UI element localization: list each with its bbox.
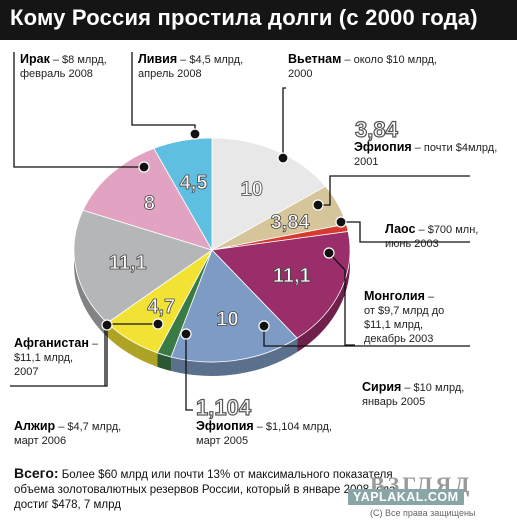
pie-slices: [73, 137, 351, 363]
pie-slice-4: [170, 249, 298, 363]
pie-side-5: [157, 352, 172, 371]
leader-lines: [10, 52, 470, 411]
yaplakal-watermark: YAPLAKAL.COM: [348, 489, 464, 505]
leader-line-0: [13, 52, 144, 168]
leader-dot-1: [189, 128, 201, 140]
slice-value-7: 11,1: [109, 252, 147, 274]
leader-line-9: [10, 325, 108, 387]
rights-notice: (С) Все права защищены: [370, 508, 476, 518]
footer-body: Более $60 млрд или почти 13% от максимал…: [14, 469, 396, 511]
label-ethiopia-2005: Эфиопия – $1,104 млрд, март 2005: [196, 419, 332, 447]
pie-slice-0: [211, 137, 327, 251]
pie-slice-9: [153, 137, 213, 252]
leader-line-7: [185, 334, 193, 411]
label-vietnam: Вьетнам – около $10 млрд, 2000: [288, 52, 437, 80]
label-algeria: Алжир – $4,7 млрд, март 2006: [14, 419, 122, 447]
pie-side-3: [297, 250, 350, 353]
slice-value-3: 11,1: [273, 265, 311, 287]
value-ethiopia-2005: 1,104: [196, 395, 252, 420]
leader-line-4: [341, 221, 470, 243]
leader-dot-4: [335, 216, 347, 228]
pie-side-layer: [74, 250, 350, 376]
leader-dot-5: [323, 247, 335, 259]
slice-value-1: 3,84: [271, 212, 311, 234]
label-mongolia: Монголия – от $9,7 млрд до $11,1 млрд, дека…: [364, 289, 445, 345]
page-title: Кому Россия простила долги (с 2000 года): [10, 5, 478, 30]
pie-side-4: [171, 338, 298, 376]
pie-slice-7: [73, 209, 213, 324]
leader-dot-3: [312, 199, 324, 211]
slice-value-4: 10: [216, 308, 238, 330]
pie-slice-3: [211, 231, 351, 339]
value-ethiopia-2001: 3,84: [355, 117, 399, 142]
leader-dot-9: [101, 319, 113, 331]
leader-line-5: [328, 252, 355, 346]
leader-dot-7: [180, 328, 192, 340]
pie-slice-8: [82, 147, 213, 251]
pie-side-7: [74, 250, 108, 337]
slice-value-8: 8: [144, 193, 155, 215]
leader-dot-2: [277, 152, 289, 164]
footer-total-label: Всего:: [14, 465, 59, 481]
slice-value-6: 4,7: [147, 296, 175, 318]
pie-side-6: [107, 322, 158, 367]
label-iraq: Ирак – $8 млрд, февраль 2008: [20, 52, 107, 80]
footer-text: Всего: Более $60 млрд или почти 13% от м…: [14, 466, 414, 513]
title-bar: Кому Россия простила долги (с 2000 года): [0, 0, 517, 40]
label-syria: Сирия – $10 млрд, январь 2005: [362, 380, 465, 408]
leader-dot-6: [258, 320, 270, 332]
leader-dot-8: [152, 318, 164, 330]
leader-dot-0: [138, 161, 150, 173]
label-libya: Ливия – $4,5 млрд, апрель 2008: [138, 52, 244, 80]
label-laos: Лаос – $700 млн, июнь 2003: [385, 222, 479, 250]
label-afghanistan: Афганистан – $11,1 млрд, 2007: [14, 336, 99, 378]
slice-value-0: 10: [241, 179, 263, 201]
label-ethiopia-2001: Эфиопия – почти $4млрд, 2001: [354, 140, 498, 168]
leader-line-6: [263, 326, 470, 347]
slice-value-9: 4,5: [180, 172, 208, 194]
leader-line-2: [282, 87, 286, 158]
leader-line-3: [318, 175, 470, 206]
